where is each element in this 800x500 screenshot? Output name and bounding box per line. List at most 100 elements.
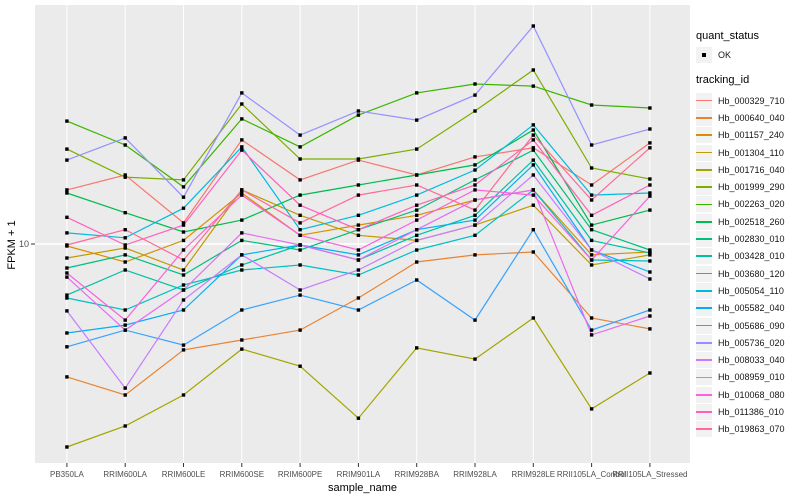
data-point (473, 93, 477, 97)
data-point (415, 91, 419, 95)
data-point (531, 188, 535, 192)
data-point (123, 268, 127, 272)
data-point (240, 188, 244, 192)
data-point (123, 173, 127, 177)
data-point (648, 127, 652, 131)
data-point (648, 183, 652, 187)
data-point (589, 253, 594, 257)
data-point (240, 338, 244, 342)
legend-color-swatch (696, 307, 712, 310)
legend-item: Hb_000329_710 (696, 92, 785, 109)
legend-key-box (696, 179, 712, 196)
data-point (298, 193, 302, 197)
legend-item: Hb_003428_010 (696, 248, 785, 265)
legend-key-box (696, 300, 712, 317)
data-point (65, 243, 69, 247)
data-point (181, 393, 186, 397)
legend-color-swatch (696, 359, 712, 361)
data-point (298, 157, 302, 161)
y-axis-title: FPKM + 1 (6, 220, 18, 270)
data-point (298, 221, 302, 225)
y-tick-label: 10 (19, 239, 29, 249)
data-point (648, 208, 652, 212)
data-point (648, 327, 652, 331)
data-point (240, 218, 244, 222)
data-point (181, 308, 186, 312)
legend-color-swatch (696, 393, 712, 396)
legend-item: Hb_002263_020 (696, 196, 785, 213)
data-point (123, 424, 127, 428)
data-point (589, 263, 594, 267)
legend-key-box (696, 144, 712, 161)
data-point (415, 260, 419, 264)
data-point (648, 106, 652, 110)
data-point (240, 268, 244, 272)
data-point (589, 228, 594, 232)
data-point (181, 185, 186, 189)
data-point (473, 109, 477, 113)
legend-key-box (696, 282, 712, 299)
data-point (298, 364, 302, 368)
data-point (531, 138, 535, 142)
data-point (65, 158, 69, 162)
data-point (181, 288, 186, 292)
legend-key-box (696, 403, 712, 420)
data-point (589, 183, 594, 187)
legend-item-label: Hb_000329_710 (718, 95, 785, 106)
data-point (356, 308, 361, 312)
data-point (240, 347, 244, 351)
data-point (648, 191, 652, 195)
data-point (648, 177, 652, 181)
legend-item-label: OK (718, 49, 732, 60)
data-point (356, 228, 361, 232)
legend-color-swatch (696, 151, 712, 154)
legend-item: Hb_019863_070 (696, 421, 785, 438)
data-point (181, 238, 186, 243)
data-point (415, 278, 419, 282)
legend-item: Hb_002518_260 (696, 213, 785, 230)
data-point (473, 198, 477, 202)
data-point (473, 253, 477, 257)
data-point (298, 248, 302, 252)
data-point (240, 117, 244, 121)
legend-color-swatch (696, 428, 712, 431)
data-point (589, 143, 594, 147)
legend: quant_status OK tracking_id Hb_000329_71… (694, 0, 800, 500)
data-point (298, 213, 302, 217)
data-point (123, 260, 127, 264)
data-point (240, 253, 244, 257)
data-point (123, 211, 127, 215)
data-point (648, 314, 652, 318)
legend-item-label: Hb_003428_010 (718, 251, 785, 262)
data-point (648, 259, 652, 263)
data-point (240, 191, 244, 195)
data-point (415, 118, 419, 122)
legend-item-label: Hb_005686_090 (718, 320, 785, 331)
legend-color-swatch (696, 99, 712, 102)
data-point (589, 166, 594, 170)
data-point (181, 195, 186, 199)
data-point (473, 178, 477, 182)
legend-key-box (696, 265, 712, 282)
legend-key-box (696, 231, 712, 248)
legend-item: Hb_001157_240 (696, 127, 785, 144)
data-point (123, 175, 127, 179)
data-point (240, 145, 244, 149)
data-point (65, 231, 69, 235)
data-point (181, 221, 186, 225)
data-point (123, 308, 127, 312)
data-point (356, 213, 361, 217)
data-point (531, 250, 535, 254)
legend-item-label: Hb_001716_040 (718, 164, 785, 175)
data-point (473, 155, 477, 159)
x-tick-label: PB350LA (50, 470, 84, 479)
legend-item-label: Hb_003680_120 (718, 268, 785, 279)
data-point (298, 178, 302, 182)
x-tick-label: RRIM928LE (512, 470, 556, 479)
data-point (181, 178, 186, 182)
data-point (473, 218, 477, 222)
legend-item-label: Hb_008033_040 (718, 355, 785, 366)
legend-key-box (696, 352, 712, 369)
data-point (240, 231, 244, 235)
data-point (181, 223, 186, 227)
